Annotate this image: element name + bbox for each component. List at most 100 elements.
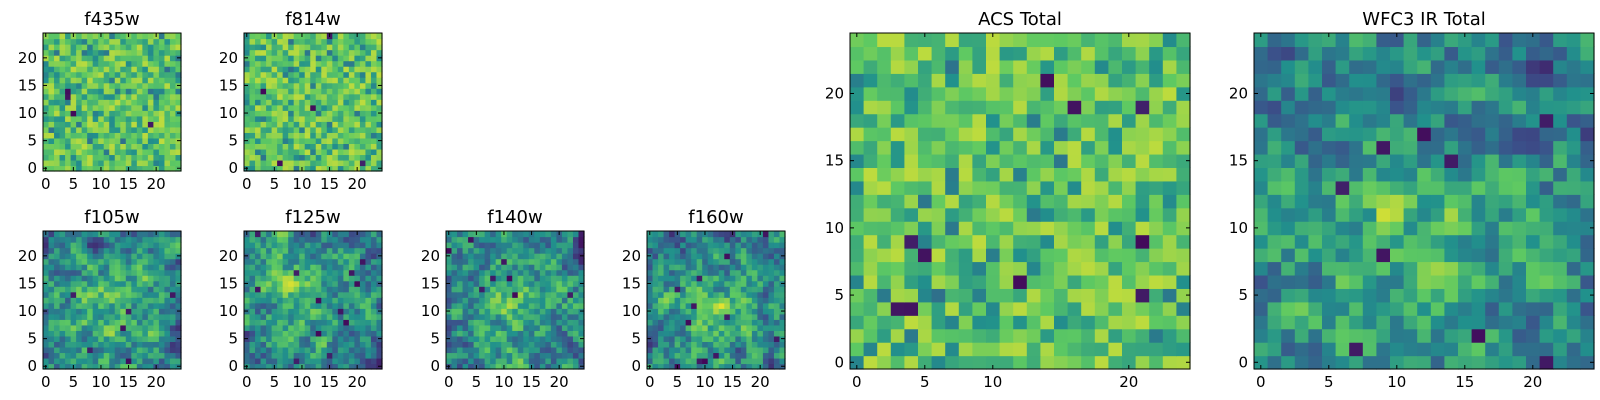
heatmap-cell: [1308, 355, 1323, 370]
heatmap-cell: [550, 291, 557, 298]
heatmap-cell: [321, 297, 328, 304]
heatmap-cell: [249, 93, 256, 100]
heatmap-cell: [1081, 207, 1096, 222]
heatmap-cell: [1054, 288, 1069, 303]
heatmap-cell: [713, 363, 720, 370]
heatmap-cell: [757, 269, 764, 276]
heatmap-cell: [495, 253, 502, 260]
heatmap-cell: [658, 231, 665, 238]
heatmap-cell: [707, 363, 714, 370]
heatmap-cell: [904, 127, 919, 142]
heatmap-cell: [249, 275, 256, 282]
heatmap-cell: [175, 77, 182, 84]
heatmap-cell: [578, 341, 585, 348]
heatmap-cell: [1108, 234, 1123, 249]
heatmap-cell: [343, 126, 350, 133]
heatmap-cell: [1054, 261, 1069, 276]
heatmap-cell: [260, 286, 267, 293]
heatmap-cell: [131, 49, 138, 56]
heatmap-cell: [109, 363, 116, 370]
heatmap-cell: [120, 346, 127, 354]
heatmap-cell: [972, 221, 987, 236]
heatmap-cell: [365, 77, 372, 84]
heatmap-cell: [136, 148, 143, 156]
heatmap-cell: [517, 286, 524, 293]
heatmap-cell: [76, 302, 83, 309]
heatmap-cell: [332, 357, 339, 365]
heatmap-cell: [293, 115, 300, 122]
heatmap-cell: [169, 236, 177, 243]
heatmap-cell: [561, 335, 569, 342]
heatmap-cell: [54, 242, 61, 249]
heatmap-cell: [904, 261, 919, 276]
heatmap-cell: [1067, 127, 1082, 142]
heatmap-cell: [1176, 127, 1191, 142]
heatmap-cell: [751, 280, 758, 287]
heatmap-cell: [462, 269, 469, 276]
heatmap-cell: [490, 324, 497, 331]
heatmap-cell: [48, 231, 55, 238]
heatmap-cell: [337, 335, 344, 342]
heatmap-cell: [647, 313, 654, 320]
heatmap-cell: [556, 308, 563, 315]
heatmap-cell: [1162, 221, 1177, 236]
heatmap-cell: [337, 346, 344, 354]
heatmap-cell: [506, 275, 513, 282]
heatmap-cell: [986, 234, 1001, 249]
heatmap-cell: [103, 33, 110, 40]
heatmap-cell: [153, 115, 160, 122]
heatmap-cell: [473, 357, 480, 365]
heatmap-cell: [1485, 180, 1500, 195]
heatmap-cell: [310, 319, 317, 326]
heatmap-cell: [293, 258, 300, 265]
heatmap-cell: [468, 346, 475, 354]
heatmap-cell: [663, 280, 670, 287]
heatmap-cell: [332, 110, 339, 117]
heatmap-cell: [1362, 342, 1377, 357]
heatmap-cell: [696, 275, 703, 282]
heatmap-cell: [1176, 288, 1191, 303]
heatmap-cell: [142, 60, 149, 67]
heatmap-cell: [1553, 194, 1568, 209]
heatmap-cell: [707, 324, 714, 331]
heatmap-cell: [746, 335, 753, 342]
heatmap-cell: [315, 346, 322, 354]
heatmap-cell: [81, 33, 88, 40]
heatmap-cell: [972, 33, 987, 48]
heatmap-cell: [468, 297, 475, 304]
heatmap-cell: [567, 264, 574, 271]
heatmap-cell: [142, 346, 149, 354]
heatmap-cell: [490, 357, 497, 365]
heatmap-cell: [147, 275, 154, 282]
heatmap-cell: [729, 341, 736, 348]
heatmap-cell: [59, 363, 66, 370]
heatmap-cell: [310, 159, 317, 167]
heatmap-cell: [136, 115, 143, 122]
heatmap-cell: [169, 115, 177, 122]
heatmap-cell: [506, 286, 513, 293]
heatmap-cell: [658, 308, 665, 315]
heatmap-cell: [1403, 221, 1418, 236]
heatmap-cell: [1067, 194, 1082, 209]
heatmap-cell: [850, 180, 865, 195]
heatmap-cell: [539, 291, 546, 298]
heatmap-cell: [890, 100, 905, 115]
heatmap-cell: [1566, 248, 1581, 263]
heatmap-cell: [310, 60, 317, 67]
heatmap-cell: [972, 328, 987, 343]
heatmap-cell: [1013, 301, 1028, 316]
heatmap-cell: [271, 242, 278, 249]
heatmap-cell: [740, 302, 747, 309]
heatmap-cell: [1526, 274, 1541, 289]
heatmap-cell: [136, 110, 143, 117]
heatmap-cell: [87, 253, 94, 260]
heatmap-cell: [343, 352, 350, 359]
heatmap-cell: [479, 357, 486, 365]
heatmap-cell: [691, 253, 698, 260]
heatmap-cell: [299, 258, 306, 265]
heatmap-cell: [266, 302, 273, 309]
heatmap-cell: [354, 121, 361, 128]
heatmap-cell: [249, 165, 256, 172]
heatmap-cell: [773, 324, 781, 331]
heatmap-cell: [550, 264, 557, 271]
